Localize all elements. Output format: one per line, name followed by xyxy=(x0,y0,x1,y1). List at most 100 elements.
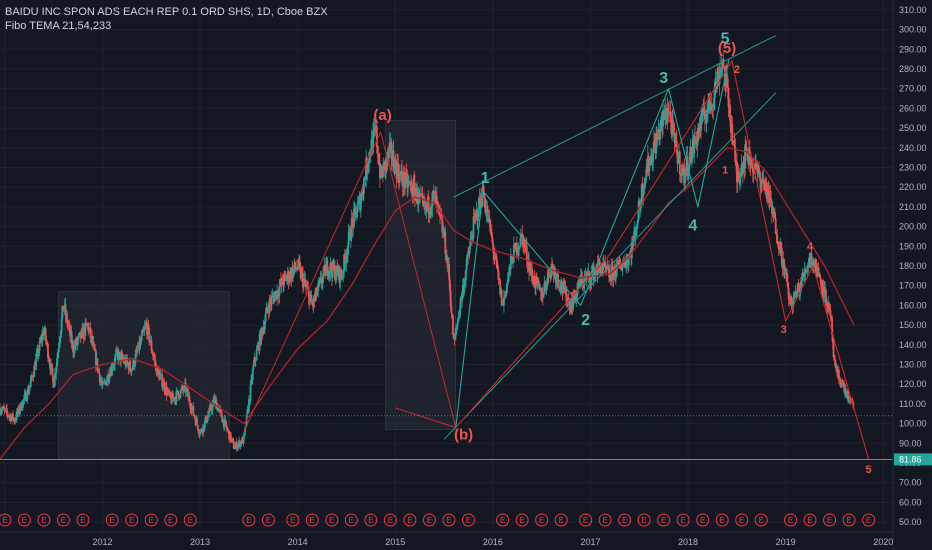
time-tick-label: 2015 xyxy=(385,537,405,547)
candle-body xyxy=(551,264,554,268)
candle-body xyxy=(735,162,738,164)
candle-body xyxy=(608,276,611,279)
candle-body xyxy=(326,260,329,275)
candle-body xyxy=(589,274,591,283)
candle-body xyxy=(140,334,143,342)
candle-body xyxy=(254,357,256,362)
candle-body xyxy=(316,290,319,296)
wave-label: 3 xyxy=(659,70,668,87)
candle-body xyxy=(555,280,558,283)
candle-body xyxy=(515,242,518,255)
candle-body xyxy=(14,420,17,422)
candle-body xyxy=(171,393,174,399)
candle-body xyxy=(713,81,716,98)
candle-body xyxy=(727,88,730,107)
candle-body xyxy=(448,279,451,292)
candle-body xyxy=(264,321,266,330)
earnings-label: E xyxy=(129,516,134,525)
candle-body xyxy=(301,272,304,274)
candle-body xyxy=(819,277,822,283)
candle-body xyxy=(774,218,777,234)
price-tick-label: 200.00 xyxy=(899,222,927,232)
candle-body xyxy=(168,390,170,394)
candle-body xyxy=(799,285,801,296)
candle-body xyxy=(193,414,196,416)
candle-body xyxy=(366,158,368,172)
highlight-zone xyxy=(58,291,230,460)
candle-body xyxy=(416,187,419,204)
candle-body xyxy=(215,398,218,409)
candle-body xyxy=(840,386,843,387)
candle-body xyxy=(102,382,105,383)
candle-body xyxy=(211,403,214,411)
earnings-marker xyxy=(17,513,31,527)
price-tick-label: 160.00 xyxy=(899,300,927,310)
candle-body xyxy=(557,273,559,282)
candle-body xyxy=(321,275,324,284)
earnings-marker xyxy=(637,513,651,527)
candle-body xyxy=(312,296,315,306)
candle-body xyxy=(418,192,421,197)
candle-body xyxy=(770,198,773,208)
candle-body xyxy=(56,357,58,367)
candle-body xyxy=(346,255,349,257)
earnings-label: E xyxy=(641,516,646,525)
candle-body xyxy=(780,242,782,248)
earnings-marker xyxy=(442,513,456,527)
earnings-label: E xyxy=(700,516,705,525)
earnings-marker xyxy=(735,513,749,527)
earnings-marker xyxy=(383,513,397,527)
candle-body xyxy=(487,209,489,222)
candle-body xyxy=(369,152,371,156)
candle-body xyxy=(141,330,144,335)
candle-body xyxy=(483,194,486,198)
candle-body xyxy=(621,267,623,271)
candle-body xyxy=(471,237,473,239)
price-tick-label: 150.00 xyxy=(899,320,927,330)
wave-label: 5 xyxy=(721,30,730,47)
candle-body xyxy=(111,368,114,371)
candle-body xyxy=(330,263,333,271)
candle-body xyxy=(24,392,27,401)
earnings-marker xyxy=(496,513,510,527)
candle-body xyxy=(234,445,237,449)
trend-line xyxy=(443,92,777,440)
candle-body xyxy=(126,362,129,364)
candle-body xyxy=(53,385,55,388)
candle-body xyxy=(542,293,545,298)
candle-body xyxy=(154,359,157,366)
earnings-label: E xyxy=(500,516,505,525)
candle-body xyxy=(614,266,616,277)
candle-body xyxy=(736,172,739,183)
earnings-label: E xyxy=(583,516,588,525)
candle-body xyxy=(226,429,229,431)
candle-body xyxy=(153,357,156,360)
candle-body xyxy=(490,232,493,238)
candles xyxy=(0,51,855,453)
candle-body xyxy=(166,391,169,396)
candle-body xyxy=(598,261,601,268)
candle-body xyxy=(206,420,208,423)
candle-body xyxy=(232,439,234,441)
candle-body xyxy=(451,313,454,317)
earnings-marker xyxy=(144,513,158,527)
candle-body xyxy=(719,68,722,74)
candle-body xyxy=(847,391,849,401)
candle-body xyxy=(23,394,26,400)
candle-body xyxy=(334,276,337,280)
earnings-marker xyxy=(598,513,612,527)
wave-label: 2 xyxy=(734,64,740,76)
candle-body xyxy=(726,78,729,89)
earnings-label: E xyxy=(866,516,871,525)
candle-body xyxy=(625,259,628,269)
candle-body xyxy=(803,269,806,277)
candle-body xyxy=(220,411,223,418)
candle-body xyxy=(824,287,827,290)
candle-body xyxy=(20,402,23,410)
candle-body xyxy=(535,276,537,288)
candle-body xyxy=(207,413,210,416)
candle-body xyxy=(488,217,491,220)
price-tick-label: 60.00 xyxy=(899,497,922,507)
candle-body xyxy=(716,71,719,74)
